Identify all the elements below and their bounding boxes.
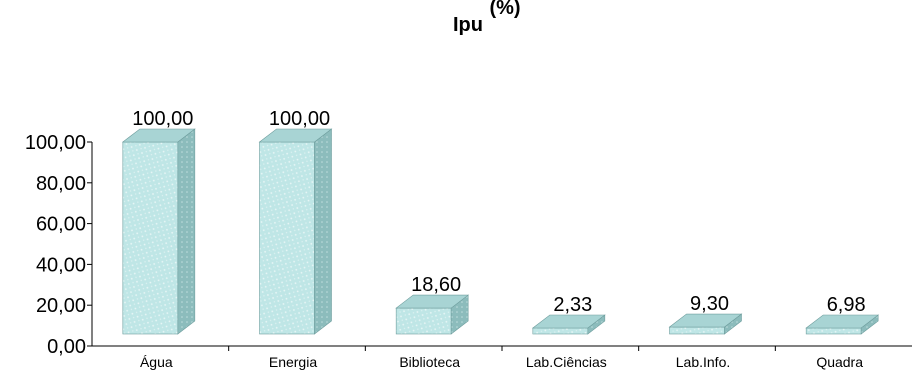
x-tick-label: Água — [140, 354, 173, 370]
bar-top-face — [121, 128, 196, 143]
bar — [531, 314, 606, 335]
bar-value-label: 6,98 — [827, 294, 866, 316]
bar-top-face — [395, 294, 470, 309]
bar — [668, 313, 743, 335]
bar-value-label: 100,00 — [269, 108, 330, 130]
bar-top-face — [668, 313, 743, 328]
x-tick-label: Biblioteca — [399, 354, 460, 370]
bars-group — [121, 128, 880, 335]
bar-top-face — [531, 314, 606, 329]
bar — [805, 314, 880, 335]
y-axis-ticks: 0,00 20,00 40,00 60,00 80,00 100,00 — [25, 132, 92, 358]
y-tick-label: 100,00 — [25, 132, 86, 154]
x-tick-label: Lab.Ciências — [526, 354, 607, 370]
value-labels-group: 100,00 100,00 18,60 2,33 9,30 6,98 — [132, 108, 865, 316]
y-tick-label: 60,00 — [36, 214, 86, 236]
y-tick-label: 20,00 — [36, 295, 86, 317]
bar-value-label: 18,60 — [411, 274, 461, 296]
bar-side-face — [177, 128, 196, 335]
x-tick-label: Quadra — [816, 354, 863, 370]
bar-front-face — [122, 141, 179, 335]
x-tick-label: Lab.Info. — [676, 354, 731, 370]
bar-front-face — [532, 327, 589, 335]
y-tick-label: 80,00 — [36, 173, 86, 195]
bar-value-label: 9,30 — [690, 293, 729, 315]
bar-value-label: 100,00 — [132, 108, 193, 130]
bar — [121, 128, 196, 335]
bar-side-face — [314, 128, 332, 335]
x-axis-ticks: Água Energia Biblioteca Lab.Ciências Lab.Inf… — [140, 346, 863, 370]
bar-front-face — [259, 141, 315, 335]
bar-front-face — [805, 327, 862, 335]
bar — [395, 294, 470, 335]
bar-top-face — [805, 314, 880, 329]
chart-title-line-2: Ipu — [453, 14, 483, 36]
x-tick-label: Energia — [269, 354, 317, 370]
bar-value-label: 2,33 — [553, 294, 592, 316]
bar — [258, 128, 333, 335]
bar-top-face — [258, 128, 333, 143]
bar-front-face — [395, 307, 452, 335]
y-tick-label: 40,00 — [36, 254, 86, 276]
y-tick-label: 0,00 — [47, 336, 86, 358]
bar-front-face — [669, 326, 725, 335]
chart-title-line-1: (%) — [489, 0, 520, 19]
